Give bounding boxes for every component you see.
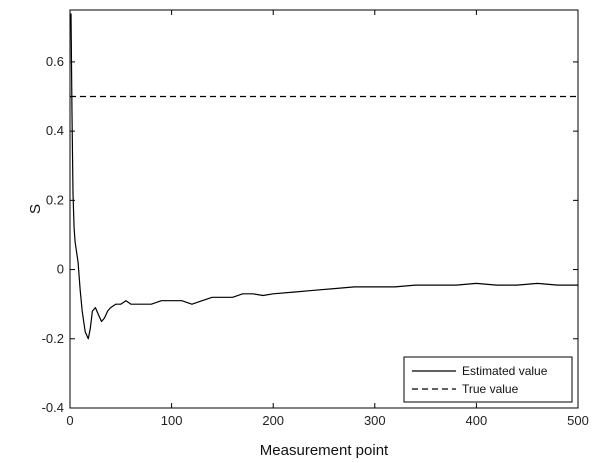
- x-tick-label: 200: [262, 413, 284, 428]
- x-tick-label: 400: [466, 413, 488, 428]
- y-tick-label: -0.2: [42, 331, 64, 346]
- x-tick-label: 0: [66, 413, 73, 428]
- y-tick-label: 0.4: [46, 123, 64, 138]
- estimated-value-line: [70, 13, 578, 340]
- x-tick-labels: 0 100 200 300 400 500: [66, 413, 588, 428]
- x-tick-label: 300: [364, 413, 386, 428]
- plot-area: [69, 9, 579, 409]
- x-tick-label: 500: [567, 413, 589, 428]
- x-axis-label: Measurement point: [260, 442, 389, 459]
- legend-box: [403, 356, 573, 403]
- x-tick-label: 100: [161, 413, 183, 428]
- axis-ticks: [69, 10, 579, 409]
- y-tick-label: 0.6: [46, 54, 64, 69]
- y-tick-labels: -0.4 -0.2 0 0.2 0.4 0.6: [42, 54, 64, 415]
- legend-true-label: True value: [462, 382, 519, 396]
- y-tick-label: -0.4: [42, 400, 64, 415]
- legend: Estimated value True value: [403, 356, 573, 403]
- y-axis-label: S: [27, 204, 44, 214]
- y-tick-label: 0: [57, 262, 64, 277]
- y-tick-label: 0.2: [46, 192, 64, 207]
- legend-estimated-label: Estimated value: [462, 364, 548, 378]
- series-layer: [70, 13, 578, 340]
